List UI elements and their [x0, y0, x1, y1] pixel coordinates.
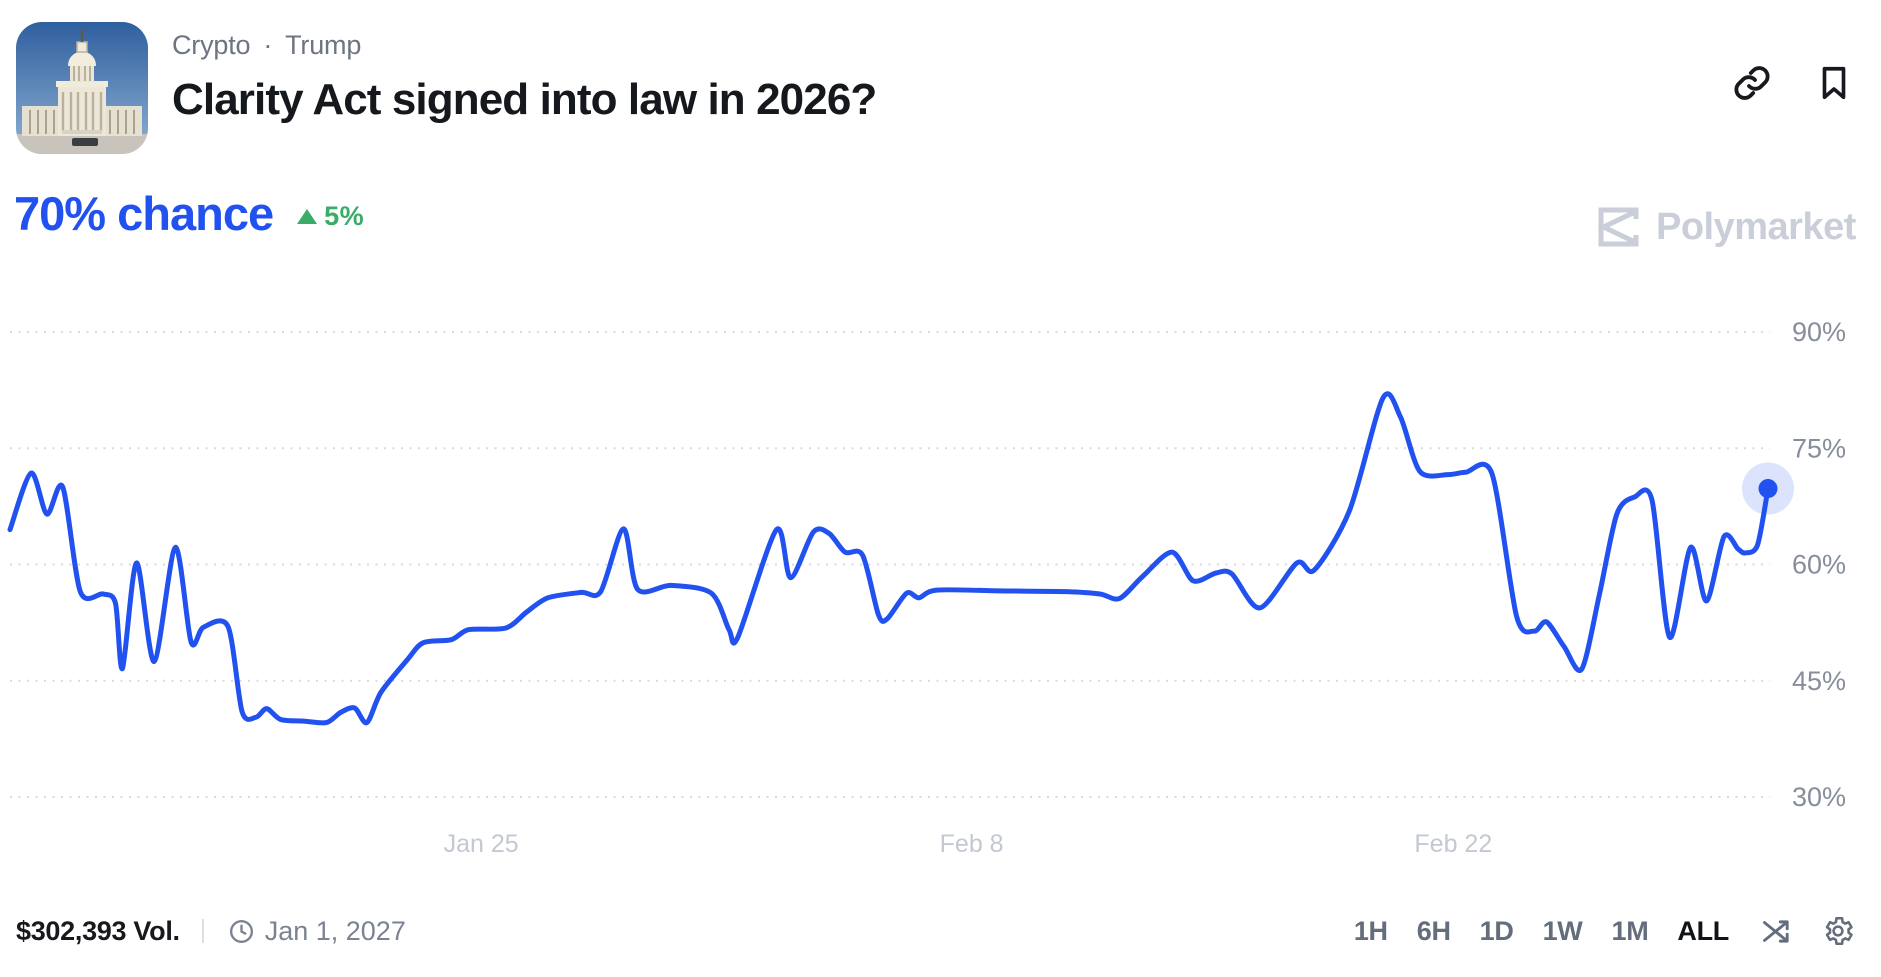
- gear-icon: [1825, 916, 1853, 946]
- market-image: [16, 22, 148, 154]
- y-tick-label-45: 45%: [1792, 666, 1846, 696]
- x-tick-label: Feb 8: [940, 830, 1004, 858]
- copy-link-button[interactable]: [1731, 62, 1773, 104]
- bookmark-button[interactable]: [1813, 62, 1855, 104]
- x-tick-label: Feb 22: [1414, 830, 1492, 858]
- polymarket-wordmark: Polymarket: [1656, 205, 1856, 248]
- breadcrumb: Crypto · Trump: [172, 30, 876, 61]
- range-button-6h[interactable]: 6H: [1416, 915, 1451, 946]
- market-title: Clarity Act signed into law in 2026?: [172, 75, 877, 124]
- price-delta: 5%: [297, 201, 364, 232]
- delta-value: 5%: [324, 201, 365, 231]
- tag-label[interactable]: Trump: [285, 30, 362, 60]
- category-label[interactable]: Crypto: [172, 30, 251, 60]
- range-button-1w[interactable]: 1W: [1542, 915, 1583, 946]
- breadcrumb-separator: ·: [263, 30, 273, 60]
- x-tick-label: Jan 25: [444, 830, 519, 858]
- settings-button[interactable]: [1821, 914, 1855, 948]
- end-date-label: Jan 1, 2027: [264, 915, 406, 946]
- link-icon: [1734, 66, 1770, 100]
- chart-end-marker: [1758, 479, 1778, 499]
- probability-value: 70% chance: [14, 187, 274, 240]
- y-tick-label-90: 90%: [1792, 317, 1846, 347]
- footer-divider: [201, 919, 204, 943]
- shuffle-icon: [1762, 919, 1789, 943]
- range-button-1d[interactable]: 1D: [1479, 915, 1514, 946]
- up-arrow-icon: [297, 209, 318, 224]
- y-tick-label-30: 30%: [1792, 782, 1846, 812]
- y-tick-label-75: 75%: [1792, 433, 1846, 463]
- range-button-1m[interactable]: 1M: [1611, 915, 1649, 946]
- price-line: [7, 391, 1771, 726]
- compare-markets-button[interactable]: [1758, 914, 1792, 948]
- footer-stats: $302,393 Vol. Jan 1, 2027: [16, 908, 406, 954]
- clock-icon: [229, 919, 253, 943]
- range-button-1h[interactable]: 1H: [1353, 915, 1388, 946]
- chart-controls: 1H 6H 1D 1W 1M ALL: [1354, 908, 1855, 954]
- capitol-building-image: [16, 22, 148, 154]
- range-button-all[interactable]: ALL: [1677, 915, 1729, 946]
- polymarket-logo-icon: [1597, 207, 1639, 247]
- y-tick-label-60: 60%: [1792, 550, 1846, 580]
- polymarket-watermark[interactable]: Polymarket: [1594, 203, 1856, 251]
- bookmark-icon: [1822, 66, 1846, 100]
- volume-label: $302,393 Vol.: [16, 915, 180, 946]
